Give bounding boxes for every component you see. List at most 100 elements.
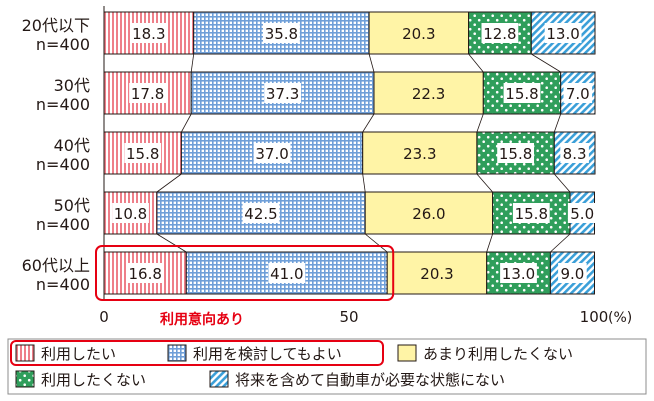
data-label: 8.3 <box>563 145 587 163</box>
data-label: 20.3 <box>420 265 453 283</box>
connector-line <box>190 53 195 73</box>
interest-annotation: 利用意向あり <box>160 311 244 328</box>
legend-swatch <box>209 370 229 388</box>
data-label: 26.0 <box>412 205 445 223</box>
x-tick-label: 100 <box>580 308 609 326</box>
data-label: 16.8 <box>128 265 161 283</box>
data-label: 15.8 <box>126 145 159 163</box>
category-labels: 20代以下n=40030代n=40040代n=40050代n=40060代以上n… <box>22 16 90 294</box>
legend-highlight-frame <box>10 340 384 366</box>
category-count: n=400 <box>36 95 90 114</box>
data-label-background <box>558 263 587 283</box>
bar-segments: 18.3 35.8 20.3 12.8 13.0 17.8 37.3 22.3 15.8 7.0 1… <box>103 11 597 295</box>
data-label-background <box>512 203 550 223</box>
connector-line <box>364 233 388 253</box>
data-label-background <box>112 203 149 223</box>
connector-line <box>486 233 493 253</box>
data-label-background <box>567 203 597 223</box>
bar-segment <box>103 131 182 175</box>
data-label-background <box>503 83 541 103</box>
bar-segment <box>362 131 478 175</box>
data-label: 5.0 <box>570 205 594 223</box>
category-count: n=400 <box>36 275 90 294</box>
bar-segment <box>368 11 470 55</box>
category-label: 50代 <box>54 196 90 215</box>
connector-line <box>531 53 561 73</box>
data-label: 10.8 <box>114 205 147 223</box>
data-label-background <box>263 23 300 43</box>
connector-line <box>476 113 484 133</box>
data-label: 15.8 <box>505 85 538 103</box>
bar-segment <box>373 71 484 115</box>
connector-line <box>550 233 571 253</box>
data-label: 12.8 <box>483 25 516 43</box>
data-label-background <box>481 23 519 43</box>
highlight-frame <box>95 245 395 301</box>
data-label: 15.8 <box>515 205 548 223</box>
connector-line <box>156 233 187 253</box>
legend-label: あまり利用したくない <box>423 345 573 363</box>
category-label: 60代以上 <box>22 256 90 275</box>
legend-swatch <box>397 344 417 362</box>
data-label: 37.3 <box>266 85 299 103</box>
category-count: n=400 <box>36 215 90 234</box>
data-label: 13.0 <box>502 265 535 283</box>
data-label-background <box>242 203 280 223</box>
category-label: 30代 <box>54 76 90 95</box>
data-label: 9.0 <box>560 265 584 283</box>
data-label-background <box>268 263 306 283</box>
category-count: n=400 <box>36 155 90 174</box>
legend-label: 利用を検討してもよい <box>193 345 342 363</box>
data-label: 22.3 <box>412 85 445 103</box>
connector-line <box>362 113 375 133</box>
legend-label: 利用したい <box>41 345 116 363</box>
connector-line <box>368 53 375 73</box>
category-label: 40代 <box>54 136 90 155</box>
x-axis-unit-label: (%) <box>608 310 632 326</box>
category-label: 20代以下 <box>22 16 90 35</box>
connector-line <box>476 173 493 193</box>
legend-label: 将来を含めて自動車が必要な状態にない <box>235 371 505 389</box>
data-label-background <box>129 83 166 103</box>
connector-line <box>362 173 366 193</box>
data-label: 23.3 <box>403 145 436 163</box>
bar-segment <box>364 191 494 235</box>
segment-connector-lines <box>156 53 571 253</box>
x-axis-ticks: 0 50 100 <box>99 308 608 326</box>
legend-swatch <box>15 344 35 362</box>
data-label-background <box>544 23 582 43</box>
data-label: 35.8 <box>265 25 298 43</box>
category-count: n=400 <box>36 35 90 54</box>
data-label-background <box>126 263 164 283</box>
legend-label: 利用したくない <box>41 371 146 389</box>
data-label: 15.8 <box>499 145 532 163</box>
data-label-background <box>500 263 537 283</box>
connector-line <box>181 113 192 133</box>
data-label-background <box>560 143 589 163</box>
x-tick-label: 0 <box>99 308 109 326</box>
data-label-background <box>130 23 168 43</box>
x-tick-label: 50 <box>339 308 358 326</box>
data-label: 13.0 <box>546 25 579 43</box>
data-label: 17.8 <box>131 85 164 103</box>
data-label-background <box>264 83 301 103</box>
data-label-background <box>563 83 593 103</box>
bar-segment <box>386 251 488 295</box>
data-label-background <box>497 143 534 163</box>
data-label-background <box>253 143 291 163</box>
connector-line <box>468 53 484 73</box>
connector-line <box>156 173 182 193</box>
data-label-background <box>124 143 162 163</box>
connector-line <box>553 113 562 133</box>
legend-swatch <box>167 344 187 362</box>
data-label: 20.3 <box>402 25 435 43</box>
connector-line <box>553 173 571 193</box>
data-label: 18.3 <box>132 25 165 43</box>
data-label: 7.0 <box>566 85 590 103</box>
data-label: 37.0 <box>255 145 288 163</box>
data-label: 42.5 <box>244 205 277 223</box>
legend-frame <box>7 338 647 395</box>
legend-swatch <box>15 370 35 388</box>
